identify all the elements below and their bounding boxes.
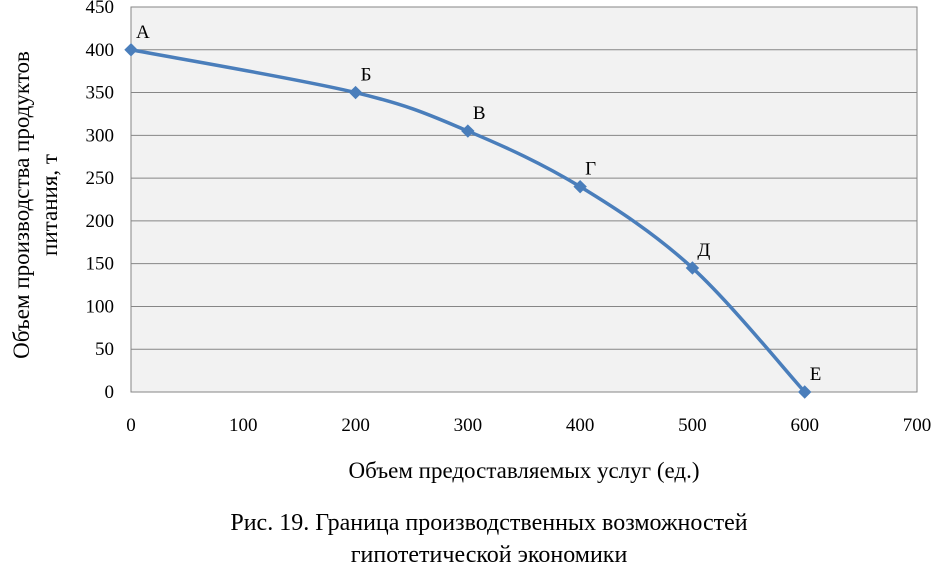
y-axis-title-line2: питания, т: [37, 154, 62, 256]
y-tick-label: 250: [86, 168, 115, 189]
data-point-marker: [573, 179, 587, 194]
y-tick-label: 400: [86, 40, 115, 61]
x-tick-label: 600: [790, 415, 819, 436]
x-tick-label: 500: [678, 415, 707, 436]
data-point-label: Е: [810, 364, 822, 385]
y-tick-label: 150: [86, 254, 115, 275]
data-point-marker: [798, 385, 812, 399]
y-tick-label: 300: [86, 125, 115, 146]
plot-area: [130, 6, 918, 393]
data-point-marker: [685, 261, 700, 275]
x-tick-label: 0: [126, 415, 136, 436]
data-markers: [124, 43, 812, 399]
x-tick-label: 400: [566, 415, 595, 436]
x-tick-label: 300: [454, 415, 483, 436]
y-tick-label: 0: [105, 382, 115, 403]
x-axis-title: Объем предоставляемых услуг (ед.): [348, 458, 699, 483]
series-line: [130, 48, 807, 394]
x-tick-label: 100: [229, 415, 258, 436]
data-point-label: Г: [585, 159, 596, 180]
y-tick-label: 350: [86, 83, 115, 104]
x-tick-label: 200: [341, 415, 370, 436]
x-axis-ticks: 0 100 200 300 400 500 600 700: [126, 415, 931, 436]
figure-caption-line2: гипотетической экономики: [351, 542, 628, 562]
data-point-marker: [124, 43, 138, 57]
x-tick-label: 700: [903, 415, 932, 436]
data-point-label: Д: [697, 240, 710, 261]
y-tick-label: 100: [86, 296, 115, 317]
y-tick-label: 200: [86, 211, 115, 232]
data-point-label: Б: [361, 65, 372, 86]
data-point-label: А: [136, 22, 150, 43]
data-point-marker: [348, 85, 363, 100]
figure-caption-line1: Рис. 19. Граница производственных возмож…: [230, 510, 747, 536]
y-tick-label: 50: [95, 339, 114, 360]
y-axis-ticks: 0 50 100 150 200 250 300 350 400 450: [86, 0, 115, 403]
data-point-label: В: [473, 103, 486, 124]
data-point-marker: [461, 124, 475, 138]
data-point-labels: А Б В Г Д Е: [136, 22, 821, 385]
gridlines: [131, 49, 917, 350]
y-tick-label: 450: [86, 0, 115, 18]
y-axis-title: Объем производства продуктов: [9, 51, 34, 359]
